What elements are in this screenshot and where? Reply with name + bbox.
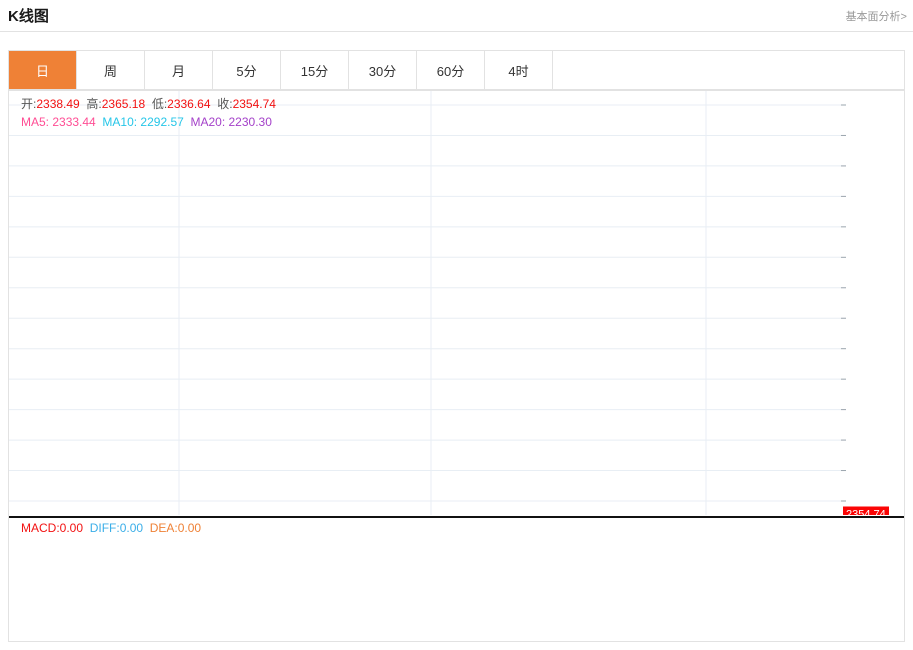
tabbar-filler [553, 51, 904, 89]
price-chart-svg [9, 91, 846, 515]
timeframe-tabbar: 日周月 5分 15分 30分 60分 4时 [8, 50, 905, 90]
tab-6[interactable]: 30分 [349, 51, 417, 89]
fundamental-analysis-link[interactable]: 基本面分析> [845, 11, 907, 23]
tab-8[interactable]: 4时 [485, 51, 553, 89]
tab-4[interactable]: 5分 [213, 51, 281, 89]
tab-2[interactable]: 周 [77, 51, 145, 89]
macd-panel[interactable]: MACD:0.00 DIFF:0.00 DEA:0.00 [9, 516, 904, 643]
tab-7[interactable]: 60分 [417, 51, 485, 89]
tab-3[interactable]: 月 [145, 51, 213, 89]
tab-1[interactable]: 日 [9, 51, 77, 89]
page-header: K线图 基本面分析> [0, 0, 913, 32]
chart-frame: 开:2338.49 高:2365.18 低:2336.64 收:2354.74 … [8, 90, 905, 642]
last-price-tag: 2354.74 [843, 506, 889, 515]
macd-chart-svg [9, 518, 904, 643]
price-panel[interactable]: 开:2338.49 高:2365.18 低:2336.64 收:2354.74 … [9, 91, 904, 515]
page-title: K线图 [8, 8, 49, 25]
tab-5[interactable]: 15分 [281, 51, 349, 89]
